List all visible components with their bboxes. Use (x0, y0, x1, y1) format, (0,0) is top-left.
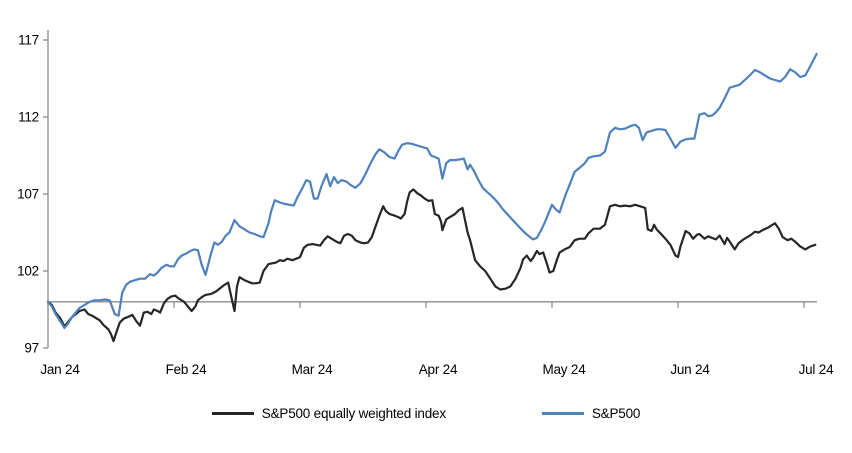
x-tick-label: Apr 24 (419, 362, 458, 377)
legend-label-equal-weight: S&P500 equally weighted index (261, 406, 446, 421)
x-tick-label: Jan 24 (40, 362, 80, 377)
y-tick-label: 97 (24, 341, 39, 356)
x-tick-label: Mar 24 (292, 362, 334, 377)
legend-item-sp500: S&P500 (541, 406, 641, 421)
y-tick-label: 112 (18, 110, 39, 125)
legend-label-sp500: S&P500 (591, 406, 641, 421)
x-tick-label: Jul 24 (799, 362, 835, 377)
x-tick-label: May 24 (542, 362, 586, 377)
y-tick-label: 117 (18, 33, 39, 48)
series-line-equal-weight (46, 188, 817, 343)
x-tick-label: Jun 24 (670, 362, 710, 377)
equal-weight-line-swatch (211, 412, 254, 415)
chart-canvas: 97 102 107 112 117 Jan 24 Feb 24 Mar 24 Apr 24 Ma… (17, 30, 835, 377)
x-tick-label: Feb 24 (166, 362, 208, 377)
legend: S&P500 equally weighted index S&P500 (0, 406, 852, 421)
legend-item-equal-weight: S&P500 equally weighted index (211, 406, 446, 421)
series-line-sp500 (46, 52, 818, 330)
sp500-line-swatch (541, 412, 584, 415)
y-tick-label: 107 (17, 187, 39, 202)
y-tick-label: 102 (17, 264, 39, 279)
